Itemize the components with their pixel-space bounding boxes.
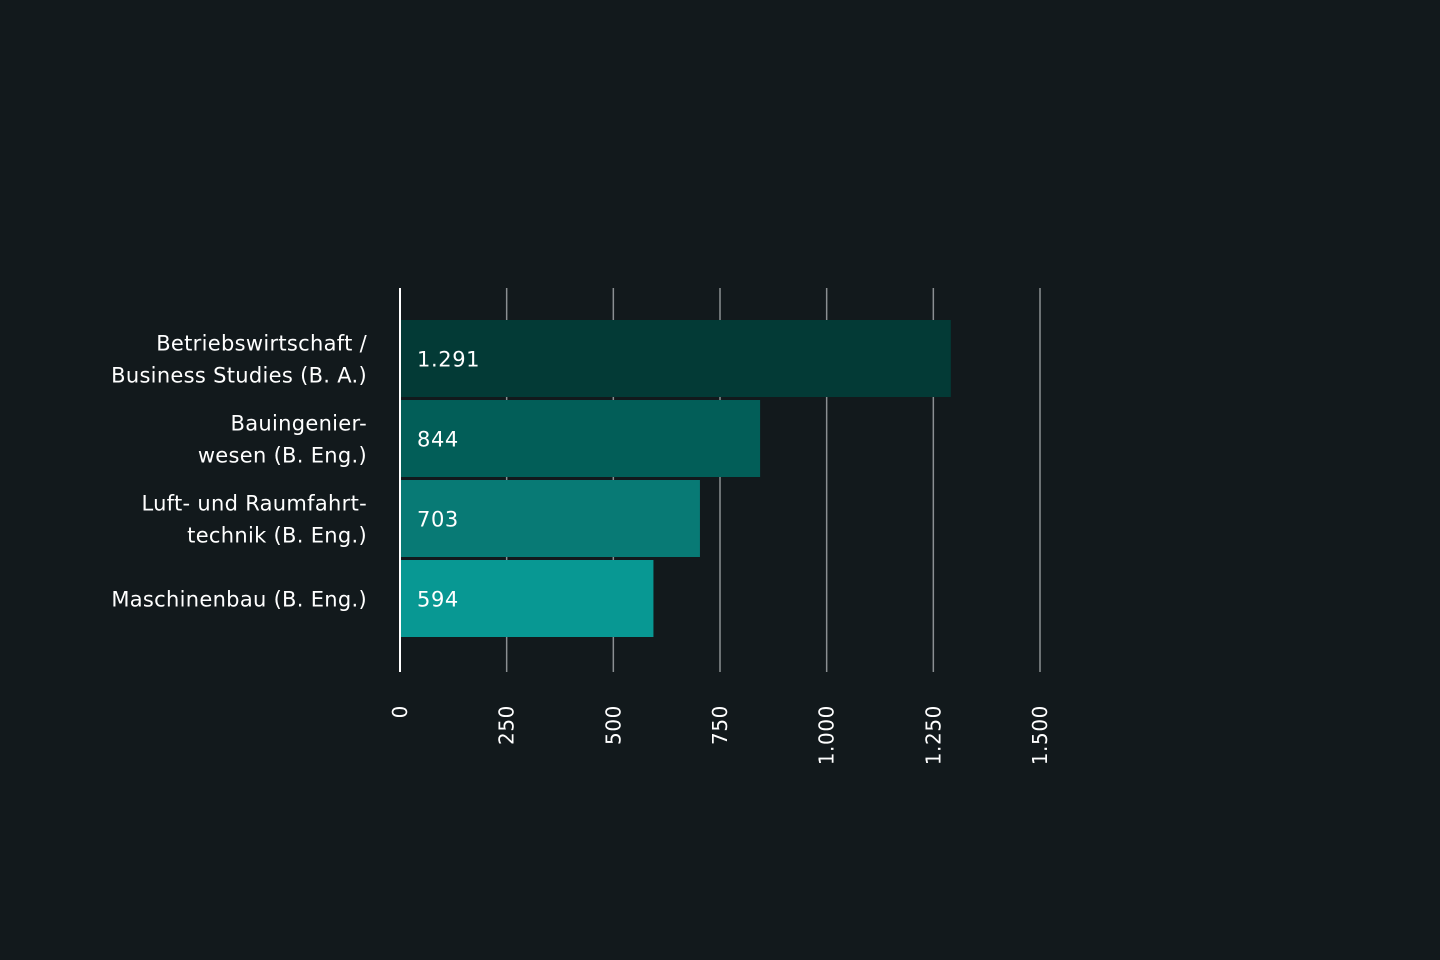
category-label-line: Luft- und Raumfahrt-: [141, 492, 367, 516]
x-tick-label: 1.250: [921, 705, 945, 765]
bar-value-label: 594: [417, 588, 459, 612]
x-tick-label: 1.000: [815, 705, 839, 765]
category-label: Luft- und Raumfahrt-technik (B. Eng.): [141, 492, 367, 548]
x-tick-label: 250: [495, 705, 519, 745]
category-labels: Betriebswirtschaft / Business Studies (B.…: [111, 332, 367, 612]
x-tick-label: 1.500: [1028, 705, 1052, 765]
category-label: Bauingenier-wesen (B. Eng.): [198, 412, 367, 468]
category-label: Betriebswirtschaft / Business Studies (B.…: [111, 332, 367, 388]
bar: [400, 320, 951, 397]
category-label-line: Maschinenbau (B. Eng.): [111, 588, 367, 612]
bar-value-label: 1.291: [417, 348, 480, 372]
x-tick-labels: 0 250 500 750 1.000 1.250 1.500: [388, 705, 1052, 765]
bar: [400, 400, 761, 477]
category-label-line: Betriebswirtschaft /: [156, 332, 367, 356]
category-label-line: Business Studies (B. A.): [111, 364, 367, 388]
category-label-line: wesen (B. Eng.): [198, 444, 367, 468]
category-label: Maschinenbau (B. Eng.): [111, 588, 367, 612]
bar: [400, 480, 700, 557]
x-tick-label: 500: [601, 705, 625, 745]
bars: 1.291 844 703 594: [400, 320, 951, 637]
bar-value-label: 703: [417, 508, 459, 532]
category-label-line: technik (B. Eng.): [187, 524, 367, 548]
bar: [400, 560, 654, 637]
category-label-line: Bauingenier-: [230, 412, 367, 436]
x-tick-label: 0: [388, 705, 412, 718]
x-tick-label: 750: [708, 705, 732, 745]
bar-value-label: 844: [417, 428, 459, 452]
